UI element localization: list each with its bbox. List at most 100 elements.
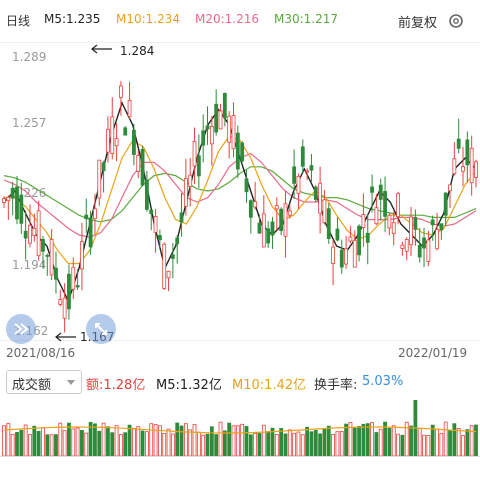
gear-icon[interactable] — [448, 13, 464, 29]
candle — [49, 229, 54, 281]
volume-m10: M10:1.42亿 — [232, 378, 307, 393]
end-date: 2022/01/19 — [398, 346, 468, 360]
candle — [469, 135, 474, 196]
ma5-value: M5:1.235 — [44, 12, 101, 26]
volume-bar — [313, 429, 318, 457]
price-tick: 1.257 — [12, 116, 47, 130]
candlestick-chart[interactable] — [0, 42, 480, 340]
volume-bar — [244, 426, 249, 457]
ma20-value: M20:1.216 — [195, 12, 260, 26]
volume-bar — [19, 429, 24, 457]
candle — [227, 111, 232, 159]
candle — [144, 170, 149, 212]
volume-bar — [396, 433, 400, 457]
volume-bar — [261, 424, 266, 457]
volume-bar — [209, 426, 214, 457]
volume-bar — [84, 432, 89, 457]
volume-bar — [370, 422, 374, 457]
volume-bar — [214, 434, 219, 457]
volume-bar — [326, 425, 331, 457]
volume-bar — [452, 423, 457, 457]
candle — [313, 185, 318, 203]
volume-bar — [309, 431, 314, 457]
volume-bar — [469, 425, 474, 457]
candle — [326, 203, 331, 244]
volume-bar — [93, 423, 97, 457]
arrow-left-icon — [91, 44, 112, 54]
candle — [201, 114, 206, 163]
candle — [331, 239, 336, 286]
candle — [136, 150, 141, 179]
candle — [183, 158, 188, 216]
volume-chart[interactable] — [0, 400, 480, 460]
volume-bar — [49, 434, 54, 457]
volume-bar — [283, 433, 288, 457]
candle — [318, 166, 323, 234]
volume-bar — [97, 430, 102, 457]
candle — [391, 211, 396, 246]
high-annotation: 1.284 — [120, 44, 155, 58]
volume-bar — [296, 431, 301, 457]
candle — [452, 141, 457, 176]
candle — [266, 221, 271, 249]
volume-bar — [201, 434, 206, 457]
candle — [132, 124, 136, 166]
ma-line-m30 — [3, 166, 477, 223]
indicator-selector[interactable] — [6, 370, 82, 394]
price-tick: 1.194 — [12, 258, 47, 272]
candle — [175, 235, 180, 264]
volume-bar — [391, 425, 396, 457]
volume-bar — [305, 426, 310, 457]
candle — [162, 242, 167, 290]
volume-bar — [474, 424, 478, 457]
volume-bar — [352, 427, 357, 457]
volume-bar — [461, 435, 465, 457]
candle — [23, 210, 28, 260]
candle — [235, 125, 240, 179]
candle — [435, 212, 439, 251]
volume-bar — [136, 426, 141, 457]
candle — [153, 209, 158, 253]
volume-bar — [300, 434, 305, 457]
candle — [344, 236, 348, 269]
volume-bar — [123, 432, 128, 457]
candle — [365, 214, 370, 265]
candle — [127, 81, 132, 120]
volume-bar — [456, 428, 461, 457]
candle — [248, 199, 253, 234]
volume-bar — [162, 432, 167, 457]
volume-bar — [101, 422, 106, 457]
volume-bar — [318, 433, 323, 457]
volume-bar — [71, 428, 76, 457]
period-label[interactable]: 日线 — [6, 14, 31, 28]
collapse-button[interactable] — [6, 314, 36, 344]
candle — [387, 212, 392, 236]
volume-bar — [58, 422, 63, 457]
volume-bar — [119, 434, 123, 457]
candle — [80, 222, 84, 291]
volume-bar — [227, 422, 232, 457]
indicator-selector-label[interactable]: 成交额 — [12, 378, 52, 393]
volume-bar — [240, 423, 245, 457]
double-chevron-icon — [14, 323, 29, 335]
candle — [32, 213, 37, 242]
candle — [465, 131, 470, 183]
volume-header: 成交额 额:1.28亿 M5:1.32亿 M10:1.42亿 换手率: 5.03… — [0, 364, 480, 400]
caret-down-icon — [67, 380, 75, 385]
volume-bar — [387, 427, 392, 457]
candle — [157, 229, 162, 248]
volume-bar — [404, 421, 409, 457]
candle — [205, 106, 210, 145]
candle — [339, 239, 344, 274]
volume-bar — [465, 429, 470, 457]
volume-bar — [430, 424, 435, 457]
candle — [253, 181, 258, 210]
volume-bar — [222, 430, 227, 457]
volume-bar — [266, 431, 271, 457]
adjust-mode-label[interactable]: 前复权 — [398, 16, 438, 31]
expand-button[interactable] — [86, 314, 116, 344]
candle — [67, 264, 71, 320]
volume-bar — [322, 428, 327, 457]
volume-bar — [41, 427, 45, 457]
header-bar: 日线 M5:1.235 M10:1.234 M20:1.216 M30:1.21… — [0, 0, 480, 40]
